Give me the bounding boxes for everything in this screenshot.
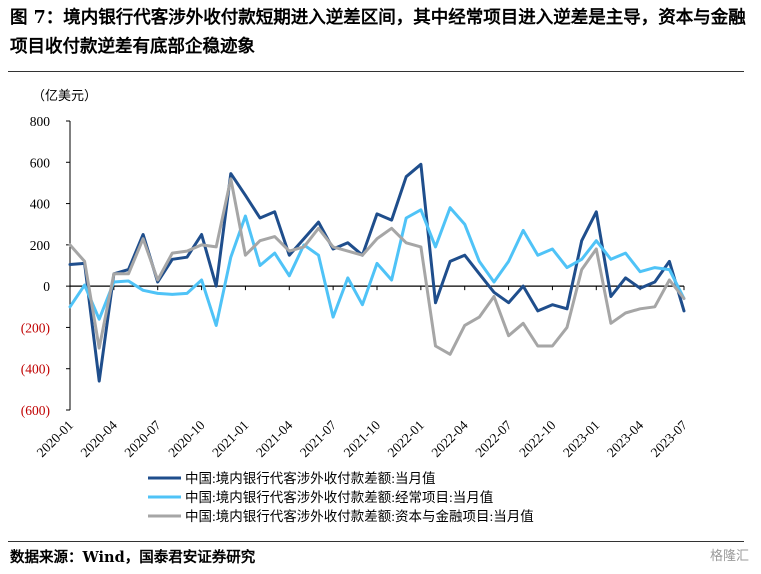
chart-title: 图 7：境内银行代客涉外收付款短期进入逆差区间，其中经常项目进入逆差是主导，资本… <box>10 8 746 57</box>
legend-label: 中国:境内银行代客涉外收付款差额:经常项目:当月值 <box>185 489 493 505</box>
x-tick-label: 2022-01 <box>385 418 427 460</box>
x-tick-label: 2020-10 <box>165 417 208 460</box>
y-tick-label: 200 <box>30 238 51 253</box>
x-tick-label: 2023-01 <box>560 418 602 460</box>
x-tick-label: 2021-07 <box>297 417 340 460</box>
series-line-3 <box>68 177 686 356</box>
x-tick-label: 2021-04 <box>253 417 296 460</box>
x-tick-label: 2023-04 <box>604 417 647 460</box>
legend-label: 中国:境内银行代客涉外收付款差额:当月值 <box>185 470 436 486</box>
y-tick-label: (600) <box>21 403 50 418</box>
x-tick-label: 2022-10 <box>516 417 559 460</box>
y-tick-label: 600 <box>30 155 51 170</box>
y-tick-label: 0 <box>43 279 50 294</box>
x-tick-label: 2021-10 <box>341 417 384 460</box>
legend-label: 中国:境内银行代客涉外收付款差额:资本与金融项目:当月值 <box>185 508 534 524</box>
y-tick-label: 800 <box>30 114 51 129</box>
x-tick-label: 2022-04 <box>428 417 471 460</box>
y-tick-label: (200) <box>21 320 50 335</box>
x-tick-label: 2023-07 <box>648 417 691 460</box>
bottom-rule <box>8 541 744 542</box>
x-tick-label: 2020-07 <box>121 417 164 460</box>
y-tick-label: 400 <box>30 197 51 212</box>
y-axis-unit: （亿美元） <box>32 88 97 103</box>
y-tick-label: (400) <box>21 362 50 377</box>
legend: 中国:境内银行代客涉外收付款差额:当月值中国:境内银行代客涉外收付款差额:经常项… <box>148 470 534 524</box>
watermark: 格隆汇 <box>709 549 749 564</box>
series-lines <box>68 162 686 383</box>
top-rule <box>8 71 744 72</box>
series-line-2 <box>68 206 686 327</box>
x-tick-label: 2021-01 <box>209 418 251 460</box>
x-tick-label: 2020-04 <box>78 417 121 460</box>
line-chart: （亿美元） 8006004002000(200)(400)(600)2020-0… <box>21 88 691 524</box>
x-tick-label: 2022-07 <box>472 417 515 460</box>
source-note: 数据来源：Wind，国泰君安证券研究 <box>10 549 256 566</box>
series-line-1 <box>68 162 686 383</box>
x-tick-label: 2020-01 <box>34 418 76 460</box>
